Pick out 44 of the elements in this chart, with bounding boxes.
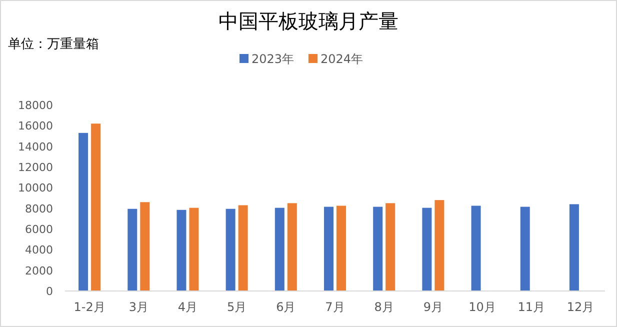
y-tick-label: 8000 <box>25 202 53 216</box>
y-tick-label: 16000 <box>18 120 53 133</box>
bar <box>238 205 248 291</box>
y-tick-label: 6000 <box>25 223 53 236</box>
x-tick-label: 1-2月 <box>74 300 106 314</box>
bar <box>176 210 186 291</box>
x-tick-label: 11月 <box>518 300 546 314</box>
x-tick-label: 10月 <box>468 300 496 314</box>
bar <box>520 206 530 291</box>
x-tick-label: 12月 <box>566 300 594 314</box>
bar <box>189 208 199 291</box>
y-tick-label: 12000 <box>18 161 53 174</box>
legend-label: 2023年 <box>252 52 294 66</box>
bar <box>287 203 297 291</box>
y-tick-label: 14000 <box>18 140 53 154</box>
x-tick-label: 7月 <box>325 300 345 314</box>
bar <box>434 200 444 291</box>
y-tick-label: 2000 <box>25 264 53 278</box>
y-tick-label: 18000 <box>18 99 53 112</box>
bar <box>91 124 101 291</box>
x-tick-label: 3月 <box>128 300 148 314</box>
bar <box>422 208 432 291</box>
y-tick-label: 4000 <box>25 244 53 257</box>
bar <box>569 204 579 291</box>
bar <box>471 206 481 291</box>
bar <box>128 208 138 291</box>
bar <box>373 206 383 291</box>
y-tick-label: 10000 <box>18 182 53 195</box>
text: 单位：万重量箱 <box>8 37 99 52</box>
x-tick-label: 4月 <box>178 300 198 314</box>
bar <box>324 206 334 291</box>
chart-title: 中国平板玻璃月产量 <box>218 9 398 33</box>
y-tick-label: 0 <box>46 285 53 298</box>
bar <box>274 208 284 291</box>
bar <box>336 206 346 291</box>
x-tick-label: 5月 <box>227 300 247 314</box>
x-tick-label: 6月 <box>276 300 296 314</box>
bar <box>226 208 236 291</box>
bar <box>78 132 88 291</box>
legend-label: 2024年 <box>320 52 364 66</box>
bar <box>386 203 396 291</box>
x-tick-label: 9月 <box>423 300 443 314</box>
bar <box>140 202 150 291</box>
x-tick-label: 8月 <box>374 300 394 314</box>
